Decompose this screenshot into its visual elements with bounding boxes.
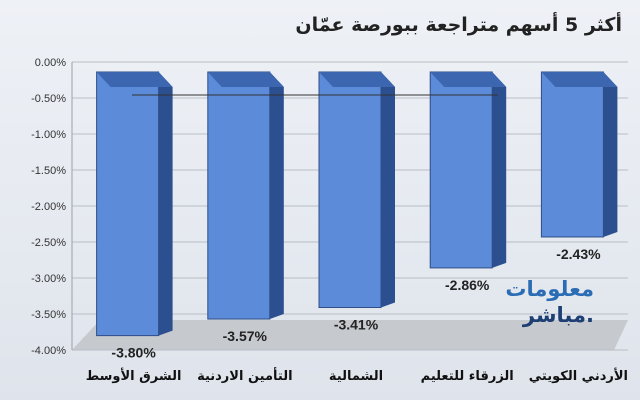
data-label: -3.41% [334, 317, 379, 333]
chart-floor [72, 320, 628, 350]
bar-front [96, 71, 160, 337]
bar-front [540, 71, 604, 238]
category-label: الشمالية [329, 369, 383, 384]
y-tick-label: -3.00% [31, 273, 66, 285]
data-label: -2.86% [445, 277, 490, 293]
category-label: الزرقاء للتعليم [421, 369, 514, 384]
category-label: الشرق الأوسط [86, 367, 182, 384]
y-tick-label: -1.00% [31, 129, 66, 141]
category-label: الأردني الكويتي [529, 367, 628, 384]
bar-top [207, 72, 284, 87]
y-tick-label: -2.50% [31, 237, 66, 249]
bar [540, 71, 618, 238]
y-tick-label: -4.00% [31, 345, 66, 357]
y-tick-label: -1.50% [31, 165, 66, 177]
logo-line1: معلومات [505, 277, 594, 301]
mubasher-logo: معلومات مباشر. [505, 277, 594, 327]
bar [429, 71, 507, 269]
bar-front [429, 71, 493, 269]
bar [207, 71, 284, 320]
data-label: -3.80% [111, 345, 156, 361]
bar-side [603, 72, 618, 237]
bar-top [319, 72, 395, 87]
bar [96, 71, 173, 337]
y-tick-label: -2.00% [31, 201, 66, 213]
data-label: -2.43% [556, 246, 601, 262]
y-tick-label: -0.50% [31, 93, 66, 105]
bar-front [318, 71, 382, 309]
category-label: التأمين الاردنية [197, 367, 292, 384]
bar [318, 71, 395, 309]
bar-top [96, 72, 173, 87]
bar-front [207, 71, 271, 320]
bar-side [381, 72, 395, 308]
y-tick-label: -3.50% [31, 309, 66, 321]
bar-side [269, 72, 284, 320]
bar-side [492, 72, 507, 268]
bar-top [430, 72, 507, 87]
data-label: -3.57% [223, 328, 268, 344]
chart-title: أكثر 5 أسهم متراجعة ببورصة عمّان [295, 14, 622, 36]
bar-side [158, 72, 173, 336]
y-tick-label: 0.00% [35, 57, 66, 69]
bar-top [541, 72, 618, 87]
logo-line2: مباشر. [522, 303, 594, 327]
